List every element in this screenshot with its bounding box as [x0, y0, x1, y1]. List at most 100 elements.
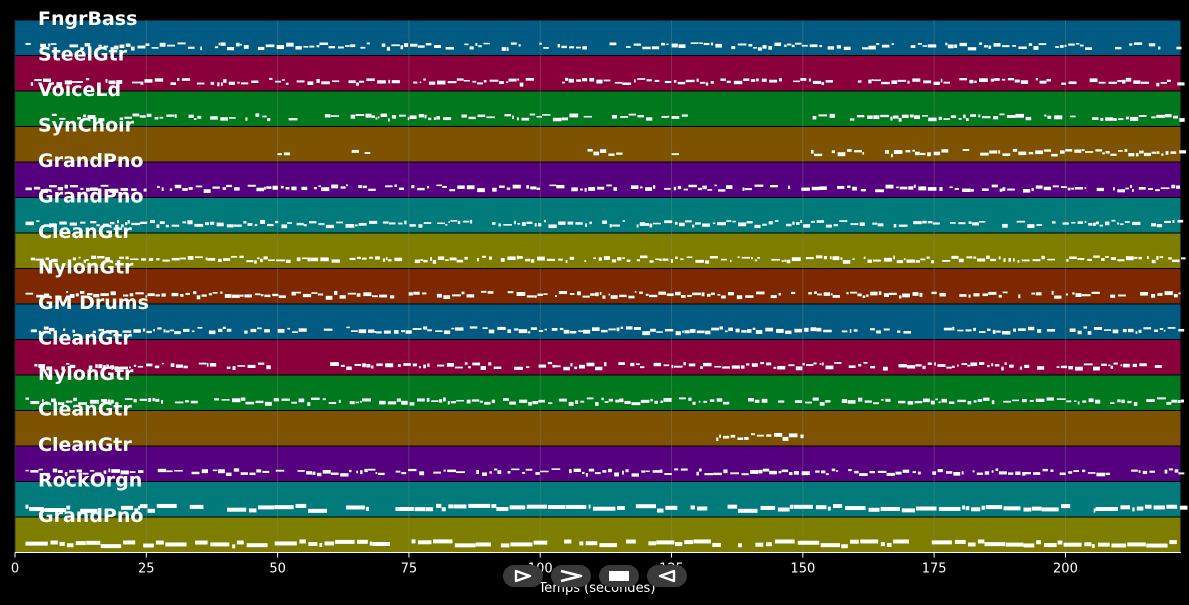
play-button[interactable] [503, 565, 543, 587]
note [719, 434, 721, 438]
note [88, 365, 93, 370]
note [228, 81, 235, 85]
track-lane[interactable] [14, 90, 1182, 127]
note [1077, 401, 1080, 405]
track-lane[interactable] [14, 55, 1182, 92]
note [107, 399, 111, 403]
stop-button[interactable] [599, 565, 639, 587]
note [829, 256, 832, 260]
note [941, 149, 949, 153]
note [922, 365, 926, 370]
note [1151, 151, 1156, 154]
note [626, 259, 631, 263]
note [30, 401, 40, 405]
note [688, 184, 697, 188]
track-lane[interactable] [14, 197, 1182, 234]
track-lane[interactable] [14, 268, 1182, 305]
note [856, 114, 865, 118]
track-lane[interactable] [14, 232, 1182, 269]
note [1166, 401, 1172, 405]
note [371, 115, 376, 118]
note [841, 330, 848, 333]
note [969, 79, 974, 84]
note [852, 258, 855, 260]
note [272, 293, 279, 297]
note [264, 186, 266, 190]
note [324, 541, 335, 546]
note [222, 326, 226, 330]
note [335, 539, 355, 544]
note [1156, 255, 1159, 260]
note [1097, 542, 1110, 547]
note [55, 295, 62, 300]
note [1087, 472, 1096, 474]
track-lane[interactable] [14, 481, 1182, 518]
note [661, 115, 668, 118]
track-notes [25, 184, 1181, 193]
note [80, 47, 84, 50]
note [667, 115, 670, 118]
note [41, 398, 44, 403]
note [584, 260, 587, 262]
note [481, 255, 487, 258]
note [968, 221, 972, 224]
note [1056, 366, 1060, 368]
note [1144, 152, 1151, 157]
note [426, 507, 434, 512]
note [832, 256, 840, 261]
note [100, 184, 109, 187]
track-lane[interactable] [14, 516, 1182, 553]
track-lane[interactable] [14, 161, 1182, 198]
note [180, 294, 184, 297]
note [1018, 46, 1027, 50]
note [966, 256, 973, 259]
note [281, 224, 288, 229]
forward-button[interactable] [551, 565, 591, 587]
note [499, 185, 505, 188]
note [48, 327, 55, 332]
note [157, 186, 160, 189]
note [1091, 544, 1095, 549]
track-lane[interactable] [14, 410, 1182, 447]
note [365, 113, 372, 118]
rewind-button[interactable] [647, 565, 687, 587]
note [675, 256, 678, 260]
note [902, 293, 910, 298]
note [427, 329, 433, 332]
note [665, 505, 678, 510]
note [1146, 399, 1155, 403]
note [197, 326, 203, 329]
note [171, 224, 180, 227]
note [1159, 327, 1164, 330]
note [899, 186, 908, 190]
note [1015, 113, 1024, 118]
note [103, 365, 106, 369]
note [1027, 224, 1035, 228]
track-lane[interactable] [14, 19, 1182, 56]
note [308, 508, 328, 513]
track-lane[interactable] [14, 126, 1182, 163]
note [543, 47, 549, 49]
note [538, 222, 542, 227]
note [674, 221, 678, 225]
note [1071, 221, 1076, 224]
note [227, 47, 235, 51]
note [183, 328, 190, 332]
note [250, 328, 257, 333]
note [260, 219, 266, 224]
note [409, 115, 417, 119]
note [369, 256, 373, 259]
note [957, 399, 966, 403]
note [395, 470, 401, 473]
note [726, 80, 731, 84]
note [538, 330, 544, 332]
note [604, 401, 609, 403]
note [110, 365, 115, 370]
note [445, 259, 449, 262]
note [1095, 149, 1103, 152]
note [274, 220, 279, 224]
note [1118, 118, 1124, 121]
track-lane[interactable] [14, 445, 1182, 482]
note [750, 79, 756, 82]
